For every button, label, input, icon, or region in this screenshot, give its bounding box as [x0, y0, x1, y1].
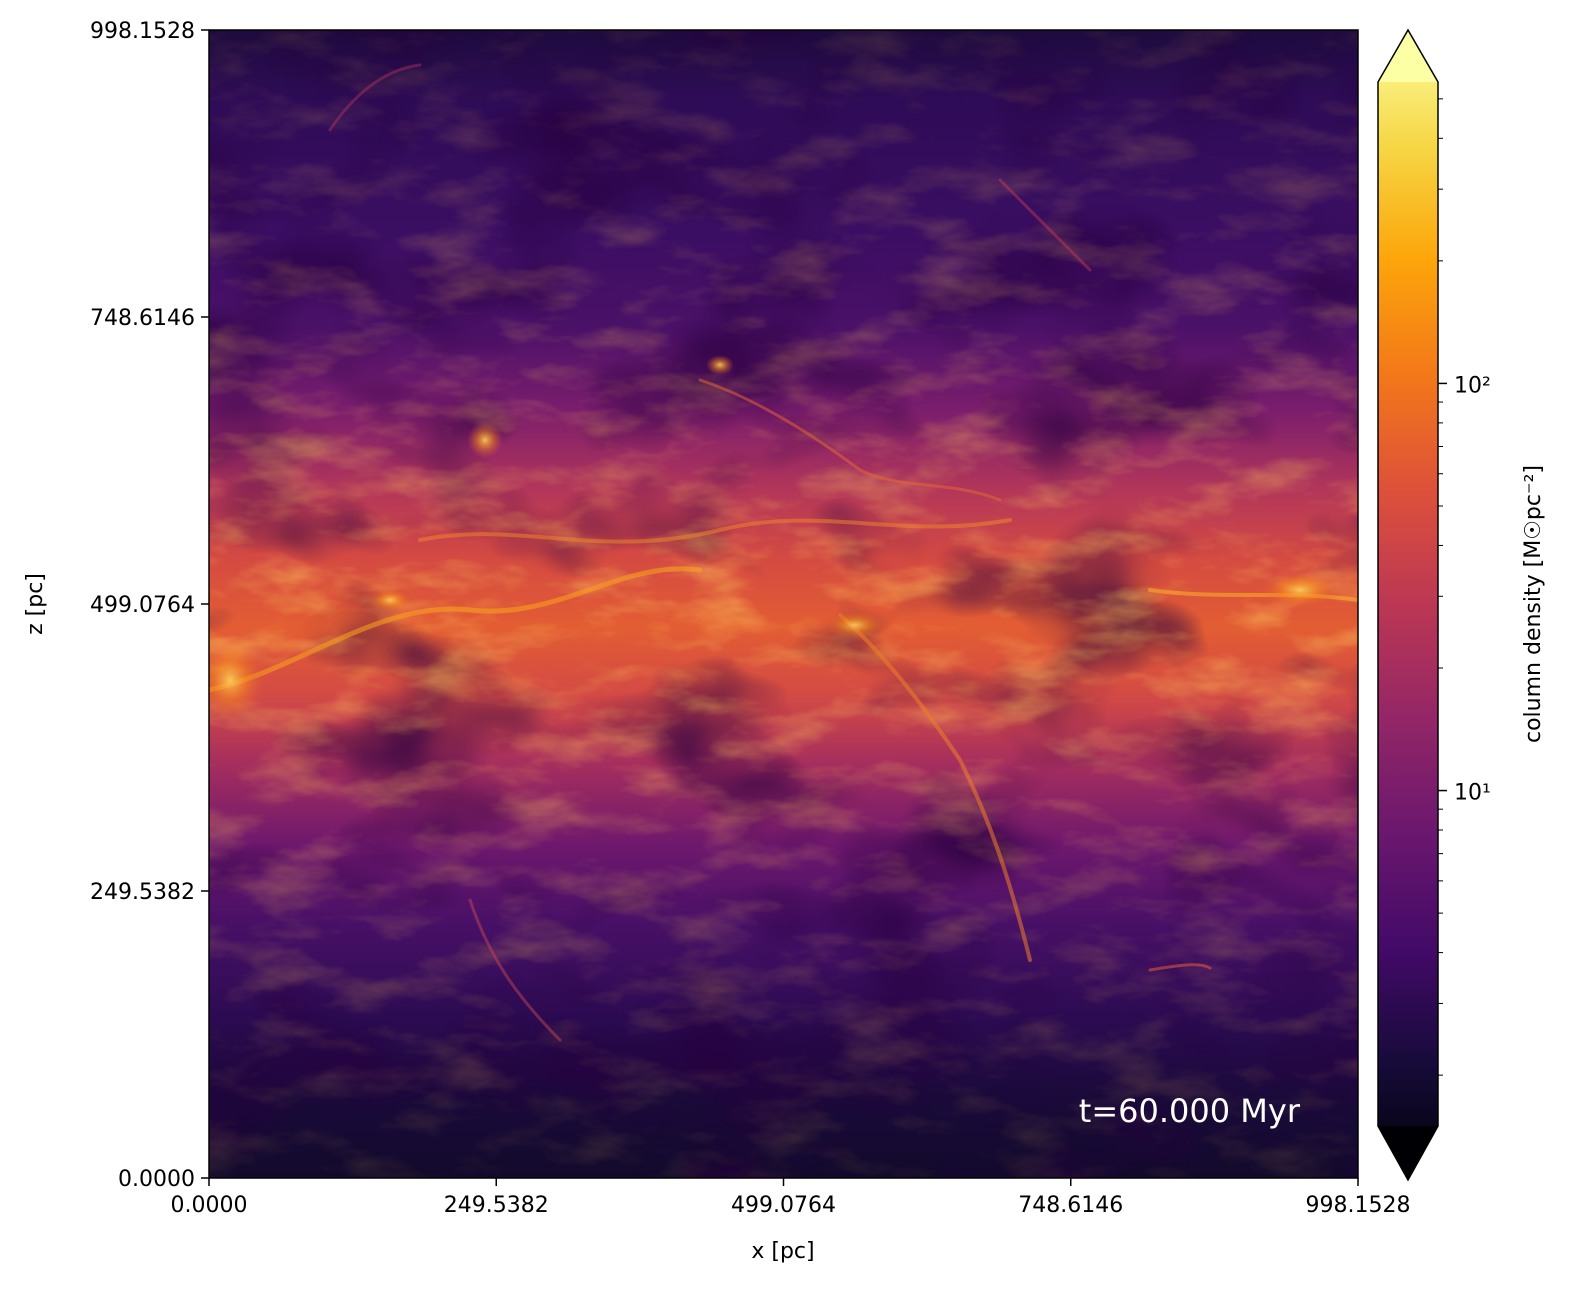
colorbar-extend-max	[1378, 30, 1438, 82]
colorbar-ticks: 10¹ 10²	[1438, 98, 1491, 1076]
colorbar: 10¹ 10² column density [M☉pc⁻²]	[1377, 28, 1546, 1182]
y-axis-label: z [pc]	[23, 573, 48, 635]
colorbar-tick-label: 10²	[1454, 373, 1491, 398]
time-annotation: t=60.000 Myr	[1079, 1092, 1301, 1130]
y-tick-label: 998.1528	[90, 19, 195, 44]
x-tick-label: 998.1528	[1306, 1193, 1411, 1218]
y-tick-label: 748.6146	[90, 306, 195, 331]
y-tick-label: 249.5382	[90, 880, 195, 905]
colorbar-extend-min	[1378, 1126, 1438, 1180]
colorbar-outline	[1377, 28, 1439, 1182]
x-tick-label: 499.0764	[731, 1193, 836, 1218]
colorbar-body	[1378, 30, 1438, 1180]
colorbar-tick-label: 10¹	[1454, 781, 1491, 806]
x-axis-ticks: 0.0000 249.5382 499.0764 748.6146 998.1528	[171, 1178, 1411, 1218]
density-map	[209, 30, 1358, 1178]
y-axis-ticks: 0.0000 249.5382 499.0764 748.6146 998.1528	[90, 19, 209, 1192]
x-tick-label: 249.5382	[444, 1193, 549, 1218]
x-tick-label: 0.0000	[171, 1193, 248, 1218]
x-tick-label: 748.6146	[1018, 1193, 1123, 1218]
y-tick-label: 499.0764	[90, 593, 195, 618]
x-axis-label: x [pc]	[751, 1239, 814, 1264]
y-tick-label: 0.0000	[118, 1167, 195, 1192]
colorbar-label: column density [M☉pc⁻²]	[1521, 465, 1546, 743]
